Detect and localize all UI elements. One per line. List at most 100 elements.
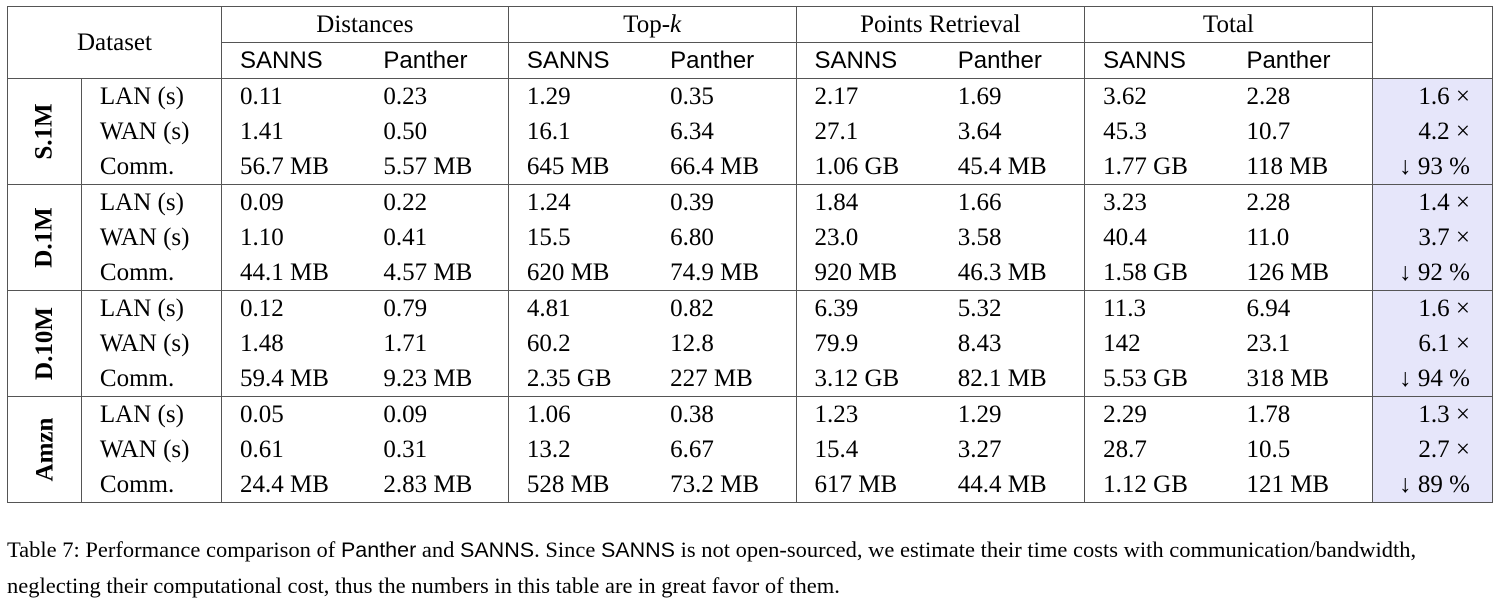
value-cell: 3.12 GB [795,361,940,397]
speedup-cell: ↓ 89 % [1371,467,1493,503]
value-cell: 45.4 MB [939,149,1085,185]
value-cell: 1.48 [220,326,366,361]
value-cell: 2.28 [1228,78,1373,114]
value-cell: 82.1 MB [939,361,1085,397]
table-row: Comm. 24.4 MB 2.83 MB 528 MB 73.2 MB 617 MB 44… [8,467,1493,503]
speedup-cell: 2.7 × [1371,432,1493,467]
table-row: Comm. 59.4 MB 9.23 MB 2.35 GB 227 MB 3.12 GB 8… [8,361,1493,397]
value-cell: 28.7 [1084,432,1229,467]
value-cell: 74.9 MB [652,255,796,291]
value-cell: 1.78 [1228,396,1373,432]
group-header-total: Total [1084,6,1373,43]
value-cell: 2.17 [795,78,940,114]
metric-label: Comm. [81,149,222,185]
subheader-panther: Panther [1228,42,1373,79]
value-cell: 11.0 [1246,224,1290,251]
subheader-panther: Panther [939,42,1085,79]
value-cell: 15.5 [507,220,653,255]
table-row: D.10M LAN (s) 0.12 0.79 4.81 0.82 6.39 5.32 11.3… [7,290,1493,397]
metric-label: LAN (s) [81,290,222,326]
value-cell: 920 MB [795,255,940,291]
value-cell: 528 MB [507,467,653,503]
table-row: WAN (s) 1.41 0.50 16.1 6.34 27.1 3.64 45.3 10.7 4… [8,114,1493,149]
value-cell: 56.7 MB [220,149,366,185]
value-cell: 1.69 [939,78,1085,114]
group-header-points-retrieval: Points Retrieval [795,6,1086,43]
value-cell: 10.7 [1246,118,1291,145]
group-header-distances: Distances [220,6,509,43]
value-cell: 13.2 [507,432,653,467]
value-cell: 6.67 [670,436,714,463]
speedup-cell: 1.6 × [1371,290,1493,326]
value-cell: 44.4 MB [939,467,1085,503]
speedup-cell: 4.2 × [1371,114,1493,149]
value-cell: 1.41 [220,114,366,149]
value-cell: 9.23 MB [365,361,509,397]
speedup-cell: 3.7 × [1371,220,1493,255]
value-cell: 121 MB [1228,467,1373,503]
value-cell: 66.4 MB [652,149,796,185]
value-cell: 1.06 [507,396,653,432]
metric-label: LAN (s) [81,78,222,114]
value-cell: 1.29 [939,396,1085,432]
subheader-panther: Panther [652,42,796,79]
value-cell: 12.8 [670,330,714,357]
metric-label: Comm. [81,467,222,503]
value-cell: 645 MB [507,149,653,185]
dataset-name: D.1M [30,207,58,268]
table-row: WAN (s) 0.61 0.31 13.2 6.67 15.4 3.27 28.7 10.5 2… [8,432,1493,467]
dataset-header: Dataset [7,6,222,79]
value-cell: 2.35 GB [507,361,653,397]
dataset-label: D.10M [7,290,82,397]
value-cell: 16.1 [507,114,653,149]
value-cell: 0.39 [652,184,796,220]
value-cell: 23.0 [795,220,940,255]
value-cell: 0.05 [220,396,366,432]
value-cell: 2.28 [1228,184,1373,220]
value-cell: 3.62 [1084,78,1229,114]
value-cell: 0.82 [652,290,796,326]
value-cell: 1.84 [795,184,940,220]
table-row: D.1M LAN (s) 0.09 0.22 1.24 0.39 1.84 1.66 3.23 2… [7,184,1493,291]
value-cell: 79.9 [795,326,940,361]
value-cell: 1.06 GB [795,149,940,185]
value-cell: 2.29 [1084,396,1229,432]
performance-table: Dataset Distances Top-k Points Retrieval… [7,6,1493,503]
speedup-cell: 6.1 × [1371,326,1493,361]
metric-label: WAN (s) [81,432,222,467]
value-cell: 40.4 [1084,220,1229,255]
table-row: WAN (s) 1.10 0.41 15.5 6.80 23.0 3.58 40.4 11.0 3… [8,220,1493,255]
subheader-sanns: SANNS [1084,42,1229,79]
metric-label: LAN (s) [81,396,222,432]
value-cell: 0.12 [220,290,366,326]
value-cell: 5.53 GB [1084,361,1229,397]
value-cell: 8.43 [957,330,1002,357]
caption-text: . Since [534,537,601,562]
metric-label: WAN (s) [81,114,222,149]
value-cell: 27.1 [795,114,940,149]
value-cell: 142 [1084,326,1229,361]
dataset-name: S.1M [30,103,58,160]
value-cell: 0.23 [365,78,509,114]
speedup-header [1371,6,1493,79]
table-row: Amzn LAN (s) 0.05 0.09 1.06 0.38 1.23 1.29 2.29 1… [7,396,1493,503]
metric-label: LAN (s) [81,184,222,220]
value-cell: 1.29 [507,78,653,114]
value-cell: 45.3 [1084,114,1229,149]
dataset-label: S.1M [7,78,82,185]
value-cell: 3.58 [957,224,1002,251]
subheader-sanns: SANNS [507,42,653,79]
speedup-cell: 1.4 × [1371,184,1493,220]
value-cell: 24.4 MB [220,467,366,503]
dataset-label: Amzn [7,396,82,503]
value-cell: 227 MB [652,361,796,397]
value-cell: 1.58 GB [1084,255,1229,291]
caption-text: Table 7: Performance comparison of [7,537,341,562]
dataset-name: Amzn [30,417,58,482]
value-cell: 11.3 [1084,290,1229,326]
table-row: S.1M LAN (s) 0.11 0.23 1.29 0.35 2.17 1.69 3.62 2… [7,78,1493,185]
value-cell: 126 MB [1228,255,1373,291]
topk-k: k [670,11,682,38]
value-cell: 1.71 [383,330,428,357]
value-cell: 0.09 [220,184,366,220]
